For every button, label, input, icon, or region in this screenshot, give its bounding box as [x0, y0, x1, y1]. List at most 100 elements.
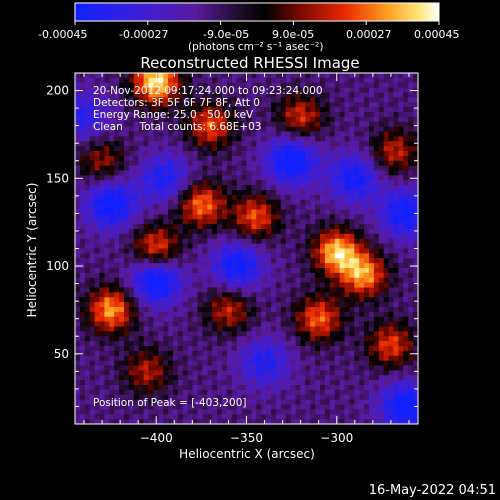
heatmap-pixel: [369, 331, 375, 337]
heatmap-pixel: [207, 209, 213, 215]
heatmap-pixel: [364, 316, 370, 322]
heatmap-pixel: [133, 238, 139, 244]
heatmap-pixel: [138, 380, 144, 386]
heatmap-pixel: [207, 199, 213, 205]
heatmap-pixel: [364, 199, 370, 205]
heatmap-pixel: [104, 136, 110, 142]
heatmap-pixel: [251, 375, 257, 381]
heatmap-pixel: [373, 414, 380, 420]
heatmap-pixel: [320, 282, 326, 288]
heatmap-pixel: [192, 73, 198, 79]
heatmap-pixel: [158, 341, 164, 347]
heatmap-pixel: [222, 282, 228, 288]
heatmap-pixel: [197, 331, 203, 337]
heatmap-pixel: [177, 170, 184, 176]
heatmap-pixel: [143, 258, 149, 264]
heatmap-pixel: [94, 321, 100, 327]
heatmap-pixel: [173, 277, 179, 283]
heatmap-pixel: [212, 116, 218, 123]
heatmap-pixel: [231, 141, 237, 147]
heatmap-pixel: [153, 233, 159, 240]
heatmap-pixel: [275, 282, 282, 288]
heatmap-pixel: [369, 282, 375, 288]
heatmap-pixel: [295, 146, 301, 152]
heatmap-pixel: [94, 73, 100, 79]
heatmap-pixel: [349, 238, 355, 244]
heatmap-pixel: [153, 287, 159, 293]
heatmap-pixel: [300, 155, 306, 162]
heatmap-pixel: [373, 77, 380, 84]
heatmap-pixel: [359, 73, 365, 79]
heatmap-pixel: [295, 370, 301, 376]
heatmap-pixel: [334, 199, 340, 205]
heatmap-pixel: [251, 146, 257, 152]
heatmap-pixel: [212, 146, 218, 152]
heatmap-pixel: [109, 287, 115, 293]
heatmap-pixel: [393, 92, 399, 98]
heatmap-pixel: [99, 204, 105, 210]
heatmap-pixel: [143, 160, 149, 166]
heatmap-pixel: [89, 399, 95, 405]
heatmap-pixel: [226, 87, 233, 93]
heatmap-pixel: [373, 341, 380, 347]
heatmap-pixel: [256, 380, 262, 386]
heatmap-pixel: [128, 77, 135, 84]
heatmap-pixel: [153, 385, 159, 391]
heatmap-pixel: [158, 92, 164, 98]
heatmap-pixel: [295, 199, 301, 205]
heatmap-pixel: [324, 233, 331, 240]
heatmap-pixel: [290, 136, 296, 142]
heatmap-pixel: [300, 365, 306, 371]
heatmap-pixel: [94, 185, 100, 191]
heatmap-pixel: [300, 136, 306, 142]
heatmap-pixel: [339, 170, 345, 176]
heatmap-pixel: [148, 131, 154, 137]
heatmap-pixel: [222, 321, 228, 327]
heatmap-pixel: [173, 394, 179, 400]
heatmap-pixel: [373, 263, 380, 269]
heatmap-pixel: [99, 316, 105, 322]
heatmap-pixel: [89, 389, 95, 396]
heatmap-pixel: [109, 126, 115, 132]
heatmap-pixel: [256, 204, 262, 210]
heatmap-pixel: [364, 375, 370, 381]
heatmap-pixel: [153, 370, 159, 376]
heatmap-pixel: [349, 277, 355, 283]
heatmap-pixel: [373, 116, 380, 123]
heatmap-pixel: [408, 160, 414, 166]
heatmap-pixel: [187, 404, 193, 410]
heatmap-pixel: [408, 151, 414, 157]
heatmap-pixel: [222, 307, 228, 313]
heatmap-pixel: [378, 399, 384, 405]
heatmap-pixel: [158, 180, 164, 186]
heatmap-pixel: [128, 253, 135, 259]
heatmap-pixel: [212, 292, 218, 298]
heatmap-pixel: [398, 107, 404, 113]
heatmap-pixel: [364, 389, 370, 396]
heatmap-pixel: [295, 311, 301, 318]
heatmap-pixel: [79, 282, 86, 288]
heatmap-pixel: [104, 146, 110, 152]
heatmap-pixel: [187, 389, 193, 396]
heatmap-pixel: [320, 380, 326, 386]
heatmap-pixel: [373, 136, 380, 142]
heatmap-pixel: [104, 253, 110, 259]
heatmap-pixel: [94, 243, 100, 249]
heatmap-pixel: [148, 350, 154, 357]
heatmap-pixel: [261, 311, 267, 318]
heatmap-pixel: [261, 160, 267, 166]
heatmap-pixel: [75, 180, 81, 186]
heatmap-pixel: [143, 77, 149, 84]
heatmap-pixel: [197, 102, 203, 108]
heatmap-pixel: [236, 219, 242, 225]
heatmap-pixel: [349, 199, 355, 205]
heatmap-pixel: [280, 360, 286, 366]
heatmap-pixel: [295, 248, 301, 254]
heatmap-pixel: [324, 389, 331, 396]
heatmap-pixel: [364, 253, 370, 259]
heatmap-pixel: [75, 346, 81, 352]
heatmap-pixel: [153, 238, 159, 244]
heatmap-pixel: [305, 136, 311, 142]
heatmap-pixel: [364, 404, 370, 410]
